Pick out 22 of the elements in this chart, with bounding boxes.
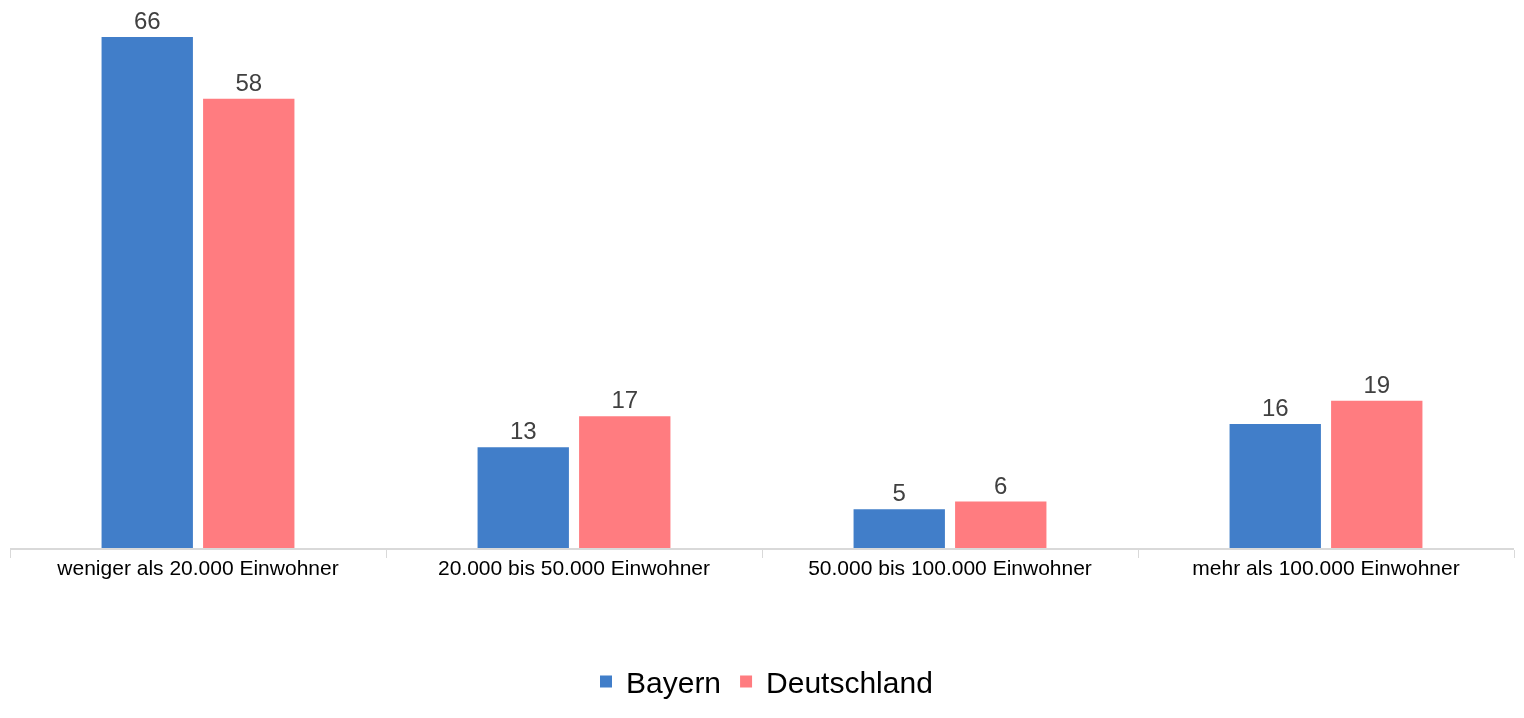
bar bbox=[203, 98, 295, 548]
bar bbox=[477, 447, 569, 548]
bar bbox=[579, 416, 671, 548]
bar bbox=[955, 501, 1047, 548]
data-label: 19 bbox=[1363, 370, 1391, 398]
x-tick-label: mehr als 100.000 Einwohner bbox=[1192, 555, 1460, 579]
x-tick-label: 50.000 bis 100.000 Einwohner bbox=[808, 555, 1092, 579]
x-tick-label: weniger als 20.000 Einwohner bbox=[56, 555, 339, 579]
bar bbox=[1229, 424, 1321, 548]
data-label: 5 bbox=[892, 479, 906, 507]
x-tick-label: 20.000 bis 50.000 Einwohner bbox=[437, 555, 711, 579]
data-label: 6 bbox=[994, 471, 1008, 499]
data-label: 17 bbox=[611, 386, 639, 414]
data-label: 66 bbox=[133, 6, 161, 34]
bar bbox=[853, 509, 945, 548]
data-label: 13 bbox=[509, 417, 537, 445]
bar bbox=[1331, 400, 1423, 548]
legend-label: Deutschland bbox=[766, 666, 933, 700]
data-label: 16 bbox=[1261, 394, 1289, 422]
bar bbox=[101, 36, 193, 548]
legend-label: Bayern bbox=[626, 666, 722, 700]
data-label: 58 bbox=[235, 68, 263, 96]
